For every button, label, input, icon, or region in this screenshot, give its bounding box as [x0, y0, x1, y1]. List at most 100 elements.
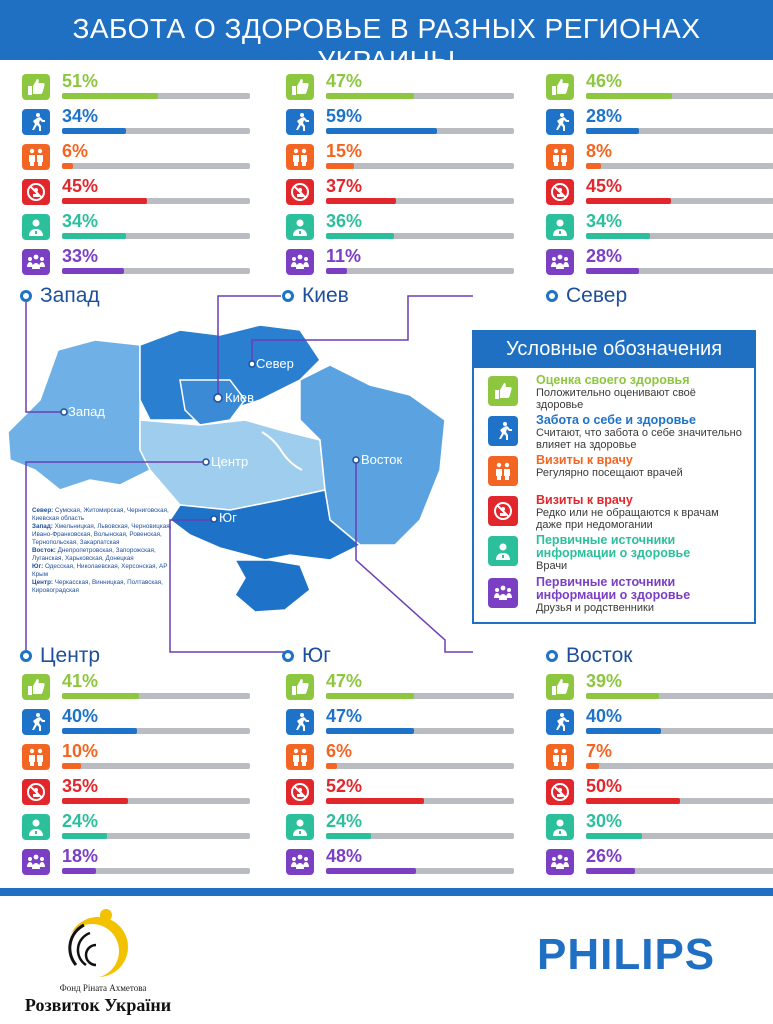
region-stats-north: 46% 28% 8% 45% 34% 28% [546, 70, 773, 280]
no-doctor-icon [22, 779, 50, 805]
stat-row-info_doctors: 34% [546, 210, 773, 244]
footer-band [0, 888, 773, 896]
friends-icon [286, 849, 314, 875]
no-doctor-icon [488, 496, 518, 526]
runner-icon [22, 709, 50, 735]
stat-row-visits_regular: 6% [22, 140, 252, 174]
region-dot-center [20, 650, 32, 662]
stat-bar-track [326, 693, 514, 699]
stat-bar-track [586, 233, 773, 239]
stat-bar-fill [586, 868, 635, 874]
stat-bar-fill [586, 268, 639, 274]
legend-panel: Условные обозначения Оценка своего здоро… [472, 330, 756, 624]
stat-bar-fill [326, 868, 417, 874]
region-footnote: Север: Сумская, Житомирская, Черниговска… [32, 507, 172, 594]
ukraine-map [7, 295, 473, 653]
doctor-visit-icon [546, 144, 574, 170]
stat-bar-fill [62, 163, 74, 169]
friends-icon [286, 249, 314, 275]
thumbs-up-icon [546, 674, 574, 700]
map-label-west: Запад [68, 404, 105, 419]
thumbs-up-icon [286, 74, 314, 100]
legend-item-description: Считают, что забота о себе значительно в… [536, 427, 742, 451]
legend-item-description: Положительно оценивают своё здоровье [536, 387, 696, 411]
stat-percent: 24% [62, 811, 99, 831]
stat-row-visits_rare: 35% [22, 775, 252, 809]
runner-icon [546, 109, 574, 135]
map-region-crimea [233, 559, 311, 613]
stat-bar-track [326, 128, 514, 134]
stat-row-visits_regular: 10% [22, 740, 252, 774]
stat-bar-fill [326, 163, 355, 169]
stat-bar-fill [62, 693, 140, 699]
fund-name-big: Розвиток України [24, 995, 172, 1015]
stat-row-self_care: 34% [22, 105, 252, 139]
legend-item: Забота о себе и здоровье Считают, что заб… [488, 414, 750, 454]
stat-bar-fill [62, 798, 128, 804]
stat-row-self_care: 28% [546, 105, 773, 139]
doctor-visit-icon [286, 144, 314, 170]
no-doctor-icon [546, 179, 574, 205]
stat-bar-fill [586, 693, 660, 699]
region-stats-south: 47% 47% 6% 52% 24% 48% [286, 670, 516, 880]
stat-bar-fill [62, 868, 96, 874]
stat-bar-fill [326, 798, 424, 804]
region-stats-kiev: 47% 59% 15% 37% 36% 11% [286, 70, 516, 280]
stat-percent: 28% [586, 106, 623, 126]
stat-bar-fill [326, 198, 396, 204]
legend-item-description: Друзья и родственники [536, 602, 654, 614]
legend-item: Визиты к врачу Регулярно посещают врачей [488, 454, 750, 494]
region-label-west: Запад [40, 284, 100, 307]
stat-bar-fill [586, 233, 650, 239]
stat-row-visits_rare: 45% [546, 175, 773, 209]
stat-bar-track [586, 728, 773, 734]
map-region-east [299, 364, 446, 546]
stat-row-visits_regular: 15% [286, 140, 516, 174]
stat-bar-fill [586, 833, 643, 839]
stat-bar-track [62, 93, 250, 99]
stat-bar-fill [62, 833, 108, 839]
stat-bar-fill [326, 693, 415, 699]
region-stats-center: 41% 40% 10% 35% 24% 18% [22, 670, 252, 880]
stat-bar-track [586, 163, 773, 169]
stat-bar-fill [62, 763, 81, 769]
stat-bar-track [586, 198, 773, 204]
region-dot-east [546, 650, 558, 662]
doctor-icon [488, 536, 518, 566]
stat-percent: 6% [62, 141, 89, 161]
region-dot-north [546, 290, 558, 302]
region-label-center: Центр [40, 644, 101, 667]
stat-percent: 51% [62, 71, 99, 91]
region-label-south: Юг [302, 644, 331, 667]
stat-bar-track [62, 233, 250, 239]
legend-item-heading: Забота о себе и здоровье [536, 413, 696, 427]
stat-percent: 15% [326, 141, 363, 161]
legend-item-heading: Первичные источники информации о здоровь… [536, 575, 691, 602]
runner-icon [546, 709, 574, 735]
stat-percent: 45% [586, 176, 623, 196]
map-label-south: Юг [219, 510, 237, 525]
no-doctor-icon [286, 779, 314, 805]
stat-percent: 11% [326, 246, 362, 266]
stat-bar-fill [326, 763, 338, 769]
stat-percent: 59% [326, 106, 363, 126]
stat-bar-fill [586, 198, 671, 204]
map-label-kiev: Киев [225, 390, 254, 405]
stat-bar-track [326, 798, 514, 804]
stat-bar-track [62, 833, 250, 839]
region-label-north: Север [566, 284, 628, 307]
stat-bar-track [586, 833, 773, 839]
stat-percent: 47% [326, 706, 363, 726]
thumbs-up-icon [488, 376, 518, 406]
doctor-icon [546, 814, 574, 840]
page-title: ЗАБОТА О ЗДОРОВЬЕ В РАЗНЫХ РЕГИОНАХ УКРА… [72, 13, 701, 76]
stat-percent: 18% [62, 846, 99, 866]
stat-row-info_doctors: 36% [286, 210, 516, 244]
stat-row-visits_rare: 50% [546, 775, 773, 809]
stat-bar-track [586, 268, 773, 274]
map-label-center: Центр [211, 454, 249, 469]
legend-item-heading: Оценка своего здоровья [536, 373, 690, 387]
stat-row-info_friends: 33% [22, 245, 252, 279]
doctor-icon [546, 214, 574, 240]
stat-bar-track [62, 728, 250, 734]
